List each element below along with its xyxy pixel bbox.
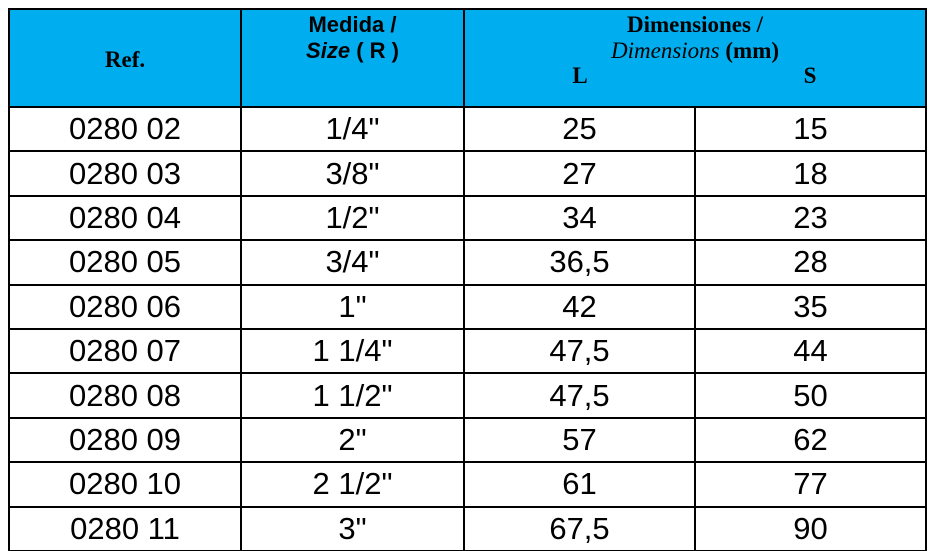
ref-cell: 0280 08 bbox=[8, 372, 242, 419]
s-cell: 44 bbox=[693, 327, 928, 375]
size-cell: 1/4" bbox=[240, 105, 465, 153]
dimensions-header: Dimensiones / Dimensions (mm) L S bbox=[462, 8, 928, 108]
ref-cell: 0280 03 bbox=[8, 150, 242, 197]
header-row: Ref. Medida / Size ( R ) Dimensiones / D… bbox=[8, 8, 928, 108]
s-cell: 35 bbox=[693, 283, 928, 330]
l-cell: 47,5 bbox=[463, 327, 696, 375]
table-row: 0280 11 3" 67,5 90 bbox=[8, 505, 928, 551]
dimension-table: Ref. Medida / Size ( R ) Dimensiones / D… bbox=[8, 8, 928, 551]
table-row: 0280 05 3/4" 36,5 28 bbox=[8, 239, 928, 286]
l-cell: 47,5 bbox=[463, 372, 696, 419]
l-cell: 57 bbox=[463, 416, 696, 464]
table-row: 0280 10 2 1/2" 61 77 bbox=[8, 461, 928, 508]
ref-cell: 0280 04 bbox=[8, 194, 242, 242]
size-cell: 3/8" bbox=[240, 150, 465, 197]
table-row: 0280 09 2" 57 62 bbox=[8, 416, 928, 464]
size-cell: 1 1/2" bbox=[240, 372, 465, 419]
size-header-line1: Medida / bbox=[308, 12, 397, 37]
ref-header: Ref. bbox=[8, 8, 242, 108]
l-cell: 34 bbox=[463, 194, 696, 242]
l-cell: 27 bbox=[463, 150, 696, 197]
s-cell: 90 bbox=[693, 505, 928, 551]
size-cell: 3" bbox=[240, 505, 465, 551]
size-cell: 2" bbox=[240, 416, 465, 464]
table-body: 0280 02 1/4" 25 15 0280 03 3/8" 27 18 0280 04 1/2… bbox=[8, 105, 928, 551]
s-cell: 18 bbox=[693, 150, 928, 197]
ref-cell: 0280 11 bbox=[8, 505, 242, 551]
s-cell: 28 bbox=[693, 239, 928, 286]
ref-cell: 0280 10 bbox=[8, 461, 242, 508]
size-header: Medida / Size ( R ) bbox=[240, 8, 465, 108]
table-row: 0280 06 1" 42 35 bbox=[8, 283, 928, 330]
s-cell: 62 bbox=[693, 416, 928, 464]
table-row: 0280 04 1/2" 34 23 bbox=[8, 194, 928, 242]
l-cell: 36,5 bbox=[463, 239, 696, 286]
ref-cell: 0280 06 bbox=[8, 283, 242, 330]
dimensions-header-line1: Dimensiones / bbox=[626, 12, 764, 37]
s-header: S bbox=[803, 63, 817, 88]
size-cell: 1" bbox=[240, 283, 465, 330]
ref-cell: 0280 09 bbox=[8, 416, 242, 464]
ref-cell: 0280 05 bbox=[8, 239, 242, 286]
table-row: 0280 03 3/8" 27 18 bbox=[8, 150, 928, 197]
size-cell: 2 1/2" bbox=[240, 461, 465, 508]
l-header: L bbox=[572, 63, 588, 88]
size-cell: 3/4" bbox=[240, 239, 465, 286]
s-cell: 15 bbox=[693, 105, 928, 153]
size-cell: 1 1/4" bbox=[240, 327, 465, 375]
s-cell: 23 bbox=[693, 194, 928, 242]
size-header-rest: ( R ) bbox=[356, 38, 399, 63]
ref-cell: 0280 02 bbox=[8, 105, 242, 153]
l-cell: 25 bbox=[463, 105, 696, 153]
s-cell: 50 bbox=[693, 372, 928, 419]
s-cell: 77 bbox=[693, 461, 928, 508]
dimensions-header-italic: Dimensions bbox=[611, 38, 720, 63]
table-row: 0280 07 1 1/4" 47,5 44 bbox=[8, 327, 928, 375]
size-cell: 1/2" bbox=[240, 194, 465, 242]
table-row: 0280 08 1 1/2" 47,5 50 bbox=[8, 372, 928, 419]
l-cell: 42 bbox=[463, 283, 696, 330]
l-cell: 61 bbox=[463, 461, 696, 508]
ref-header-text: Ref. bbox=[104, 47, 146, 72]
dimensions-header-rest: (mm) bbox=[725, 38, 780, 63]
size-header-italic: Size bbox=[306, 38, 351, 63]
l-cell: 67,5 bbox=[463, 505, 696, 551]
table-row: 0280 02 1/4" 25 15 bbox=[8, 105, 928, 153]
ref-cell: 0280 07 bbox=[8, 327, 242, 375]
